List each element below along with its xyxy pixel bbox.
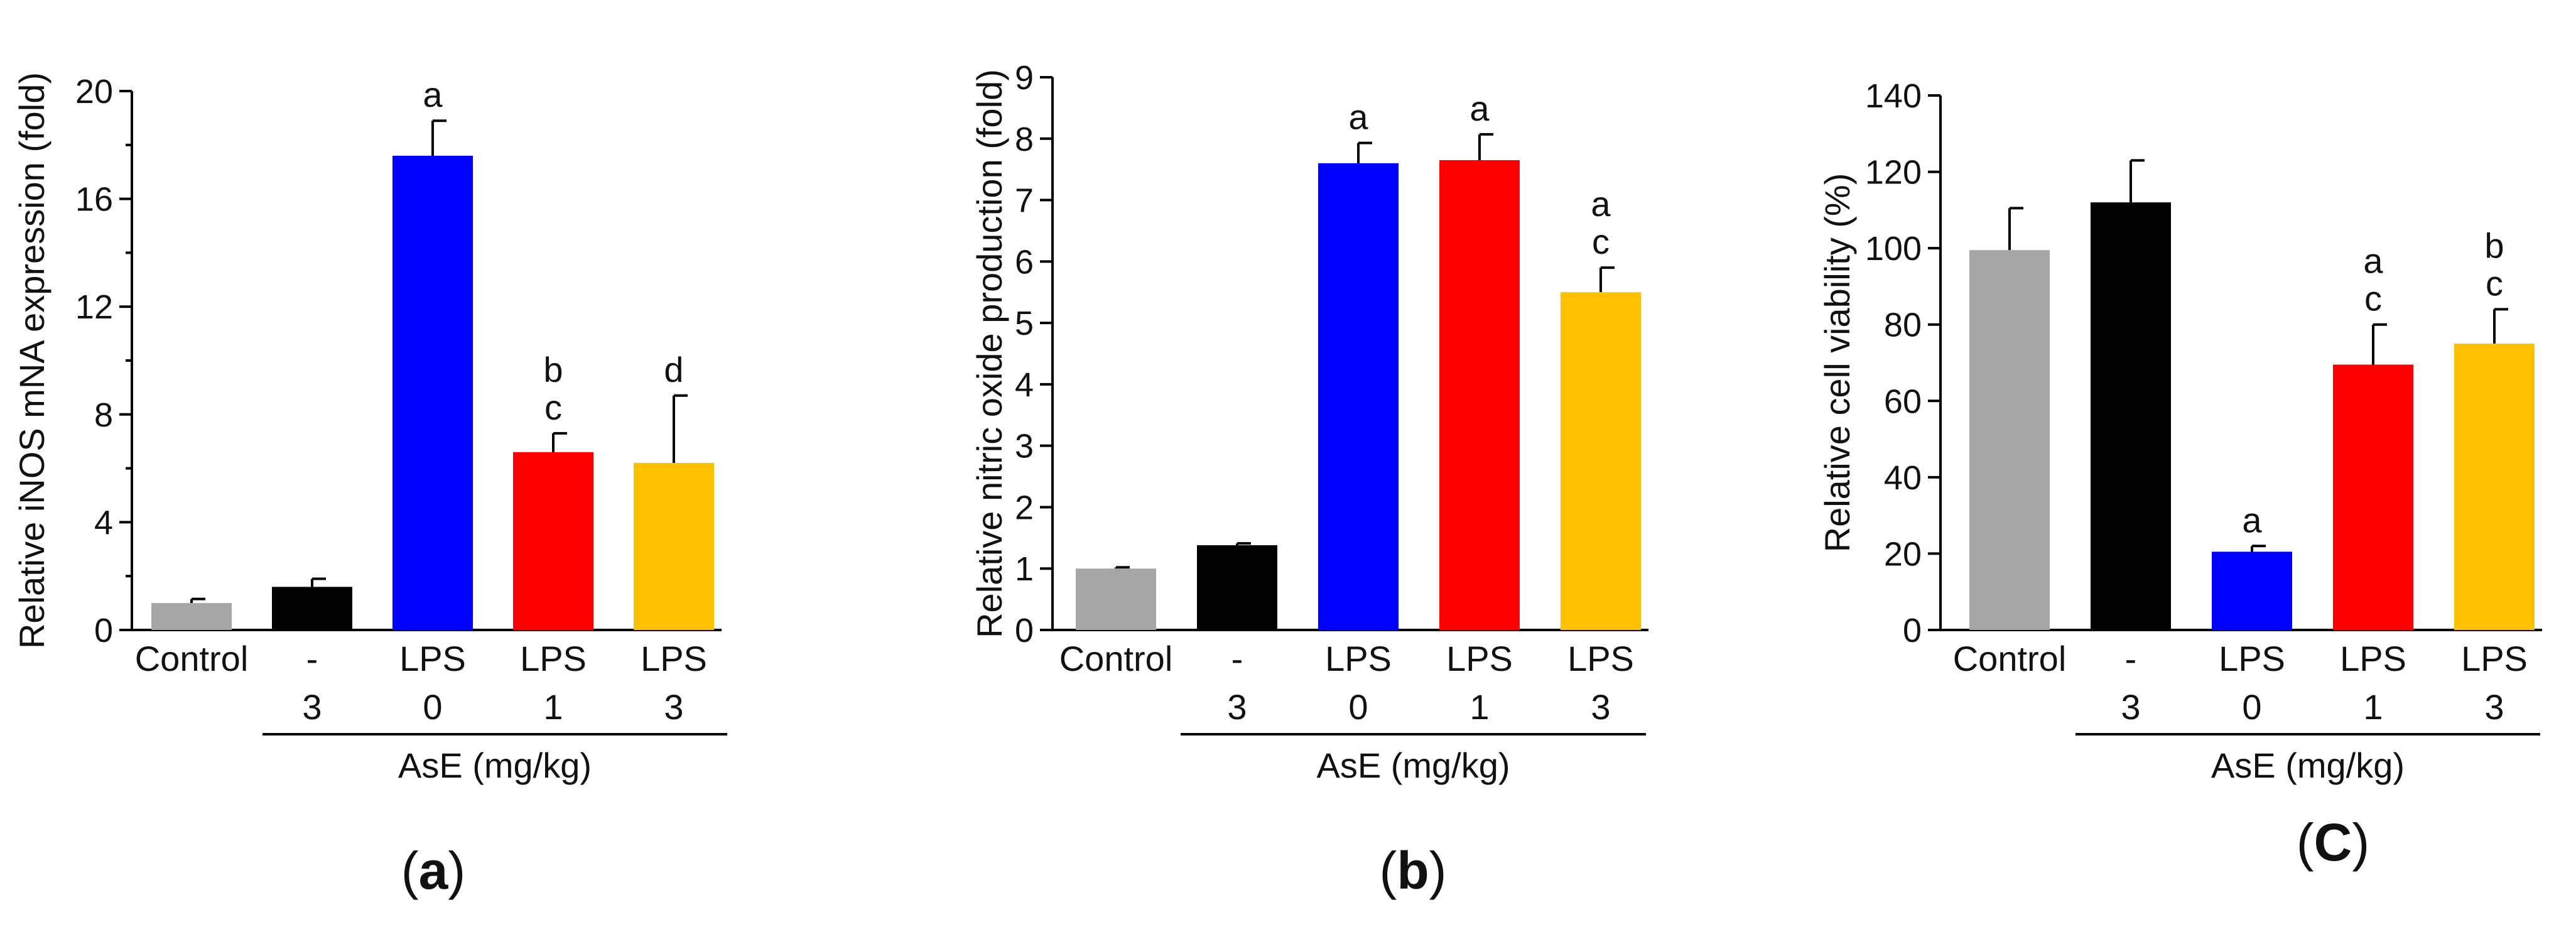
y-tick-label: 2 [1015, 489, 1034, 526]
significance-label: a [1348, 97, 1368, 137]
bar-0 [1076, 568, 1156, 630]
y-tick-label: 40 [1884, 459, 1922, 497]
category-label: LPS [399, 639, 466, 678]
category-sublabel: 3 [2121, 687, 2140, 727]
y-tick-label: 60 [1884, 383, 1922, 420]
significance-label: d [664, 350, 683, 389]
bar-1 [1197, 545, 1277, 630]
category-label: LPS [2340, 639, 2406, 678]
chart-panel-C: 0 20 40 60 80 100 120 140 Relative cell viabilit… [1817, 77, 2542, 872]
category-label: LPS [1325, 639, 1392, 678]
bar-4 [634, 463, 714, 630]
group-label: AsE (mg/kg) [398, 746, 592, 785]
bar-2 [2212, 551, 2292, 630]
y-tick-label: 0 [94, 612, 113, 649]
category-label: LPS [2219, 639, 2285, 678]
significance-label: b [543, 350, 563, 389]
y-tick-label: 8 [1015, 121, 1034, 158]
category-label: LPS [2461, 639, 2528, 678]
category-label: Control [1059, 639, 1173, 678]
significance-label: a [2242, 500, 2262, 540]
category-sublabel: 3 [2484, 687, 2504, 727]
category-label: LPS [520, 639, 587, 678]
y-tick-label: 20 [75, 73, 113, 111]
y-tick-label: 120 [1865, 154, 1922, 192]
significance-label: c [544, 388, 562, 427]
y-tick-label: 20 [1884, 535, 1922, 573]
category-sublabel: 0 [1348, 687, 1368, 727]
category-sublabel: 3 [302, 687, 322, 727]
bar-3 [2333, 364, 2413, 630]
y-tick-label: 3 [1015, 428, 1034, 465]
category-label: - [1231, 639, 1243, 678]
y-tick-label: 4 [94, 504, 113, 541]
y-tick-label: 6 [1015, 243, 1034, 281]
bar-1 [272, 587, 352, 630]
bar-4 [1561, 292, 1641, 630]
significance-label: b [2484, 225, 2504, 265]
category-label: LPS [1567, 639, 1634, 678]
category-sublabel: 3 [664, 687, 683, 727]
category-label: Control [1953, 639, 2067, 678]
significance-label: c [1592, 222, 1610, 261]
panel-label: (b) [1379, 841, 1446, 900]
category-sublabel: 3 [1591, 687, 1610, 727]
category-sublabel: 3 [1227, 687, 1247, 727]
y-tick-label: 100 [1865, 230, 1922, 268]
y-axis-title: Relative nitric oxide production (fold) [970, 69, 1009, 638]
bar-1 [2091, 202, 2171, 630]
panel-label: (a) [401, 841, 466, 900]
category-label: LPS [1446, 639, 1513, 678]
y-tick-label: 4 [1015, 366, 1034, 404]
y-tick-label: 80 [1884, 307, 1922, 344]
y-tick-label: 1 [1015, 550, 1034, 588]
bar-4 [2454, 344, 2535, 630]
bar-0 [1969, 250, 2050, 630]
y-tick-label: 0 [1903, 612, 1922, 649]
significance-label: c [2486, 263, 2503, 303]
y-tick-label: 8 [94, 396, 113, 434]
group-label: AsE (mg/kg) [1316, 746, 1510, 785]
bar-0 [151, 603, 232, 630]
y-tick-label: 140 [1865, 77, 1922, 115]
category-label: Control [135, 639, 249, 678]
category-label: - [306, 639, 318, 678]
panel-label: (C) [2297, 813, 2370, 872]
y-tick-label: 12 [75, 288, 113, 326]
chart-panel-a: 0 4 8 12 16 20 Relative iNOS mNA expression (f… [12, 72, 727, 900]
y-tick-label: 9 [1015, 59, 1034, 97]
bar-2 [1318, 163, 1399, 630]
category-sublabel: 1 [2363, 687, 2383, 727]
category-label: LPS [641, 639, 707, 678]
significance-label: a [423, 75, 443, 114]
group-label: AsE (mg/kg) [2211, 746, 2405, 785]
significance-label: a [2363, 241, 2383, 281]
category-sublabel: 0 [423, 687, 442, 727]
y-tick-label: 5 [1015, 305, 1034, 342]
y-tick-label: 0 [1015, 612, 1034, 649]
bar-2 [392, 155, 473, 630]
y-tick-label: 16 [75, 181, 113, 219]
y-tick-label: 7 [1015, 182, 1034, 220]
category-sublabel: 1 [543, 687, 563, 727]
significance-label: a [1469, 89, 1490, 128]
category-label: - [2125, 639, 2137, 678]
y-axis-title: Relative iNOS mNA expression (fold) [12, 72, 51, 649]
significance-label: c [2364, 279, 2382, 318]
significance-label: a [1591, 184, 1611, 224]
bar-3 [513, 452, 593, 630]
y-axis-title: Relative cell viability (%) [1817, 173, 1857, 553]
category-sublabel: 0 [2242, 687, 2261, 727]
category-sublabel: 1 [1469, 687, 1489, 727]
bar-3 [1439, 160, 1520, 630]
